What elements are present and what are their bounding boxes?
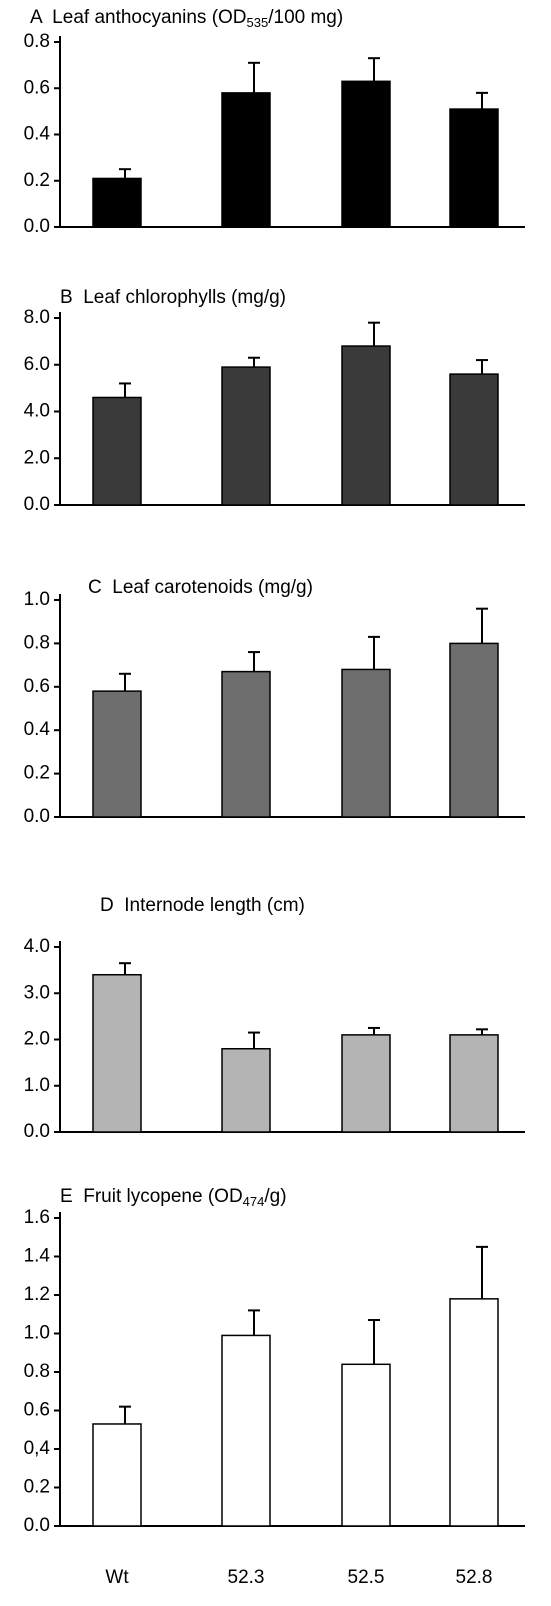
title-part: C Leaf carotenoids (mg/g) <box>88 577 313 598</box>
y-tick-label: 1.0 <box>24 1075 50 1096</box>
y-tick-label: 0.8 <box>24 632 50 653</box>
y-tick-label: 0.0 <box>24 1515 50 1536</box>
bar <box>221 670 271 818</box>
chart-title: C Leaf carotenoids (mg/g) <box>88 577 313 598</box>
x-tick-label: 52.3 <box>228 1567 265 1588</box>
y-tick-label: 2.0 <box>24 1029 50 1050</box>
chart-title: E Fruit lycopene (OD474/g) <box>60 1186 287 1209</box>
bar <box>449 108 499 228</box>
y-tick-label: 1.0 <box>24 589 50 610</box>
y-tick-label: 4.0 <box>24 401 50 422</box>
title-part: 474 <box>243 1194 265 1209</box>
y-tick-label: 2.0 <box>24 447 50 468</box>
y-tick-label: 0.8 <box>24 1361 50 1382</box>
x-tick-label: 52.8 <box>456 1567 493 1588</box>
x-tick-label: 52.5 <box>348 1567 385 1588</box>
y-tick-label: 3.0 <box>24 982 50 1003</box>
chart-title: A Leaf anthocyanins (OD535/100 mg) <box>30 7 343 30</box>
y-tick-label: 1.0 <box>24 1323 50 1344</box>
y-tick-label: 0.6 <box>24 1400 50 1421</box>
chart-title: B Leaf chlorophylls (mg/g) <box>60 287 286 308</box>
bar <box>341 668 391 818</box>
bar <box>341 345 391 506</box>
bar <box>92 690 142 818</box>
y-tick-label: 6.0 <box>24 354 50 375</box>
bar <box>449 1034 499 1133</box>
bar <box>221 1334 271 1527</box>
y-tick-label: 0.2 <box>24 170 50 191</box>
bar <box>92 1423 142 1527</box>
title-part: A Leaf anthocyanins (OD <box>30 7 247 28</box>
title-part: B Leaf chlorophylls (mg/g) <box>60 287 286 308</box>
y-tick-label: 0.2 <box>24 1477 50 1498</box>
bar <box>92 177 142 228</box>
title-part: E Fruit lycopene (OD <box>60 1186 243 1207</box>
y-tick-label: 0,4 <box>24 1438 51 1459</box>
title-part: /g) <box>264 1186 286 1207</box>
bar <box>341 1034 391 1133</box>
y-tick-label: 0.4 <box>24 719 51 740</box>
y-tick-label: 0.8 <box>24 31 50 52</box>
x-tick-label: Wt <box>105 1567 129 1588</box>
bar <box>92 974 142 1133</box>
bar <box>341 1363 391 1527</box>
bar <box>449 1298 499 1527</box>
bar <box>92 396 142 506</box>
y-tick-label: 1.4 <box>24 1246 51 1267</box>
chart-title: D Internode length (cm) <box>100 895 305 916</box>
bar <box>449 373 499 506</box>
bar <box>341 80 391 228</box>
y-tick-label: 1.2 <box>24 1284 50 1305</box>
title-part: D Internode length (cm) <box>100 895 305 916</box>
y-tick-label: 0.2 <box>24 763 50 784</box>
title-part: /100 mg) <box>268 7 343 28</box>
bar <box>221 366 271 506</box>
y-tick-label: 1.6 <box>24 1207 50 1228</box>
y-tick-label: 0.6 <box>24 676 50 697</box>
y-tick-label: 0.0 <box>24 494 50 515</box>
y-tick-label: 0.4 <box>24 124 51 145</box>
y-tick-label: 4.0 <box>24 936 50 957</box>
y-tick-label: 8.0 <box>24 307 50 328</box>
y-tick-label: 0.0 <box>24 216 50 237</box>
y-tick-label: 0.0 <box>24 1121 50 1142</box>
bar <box>221 92 271 228</box>
title-part: 535 <box>247 15 269 30</box>
bar <box>221 1048 271 1133</box>
y-tick-label: 0.6 <box>24 77 50 98</box>
y-tick-label: 0.0 <box>24 806 50 827</box>
bar <box>449 642 499 818</box>
